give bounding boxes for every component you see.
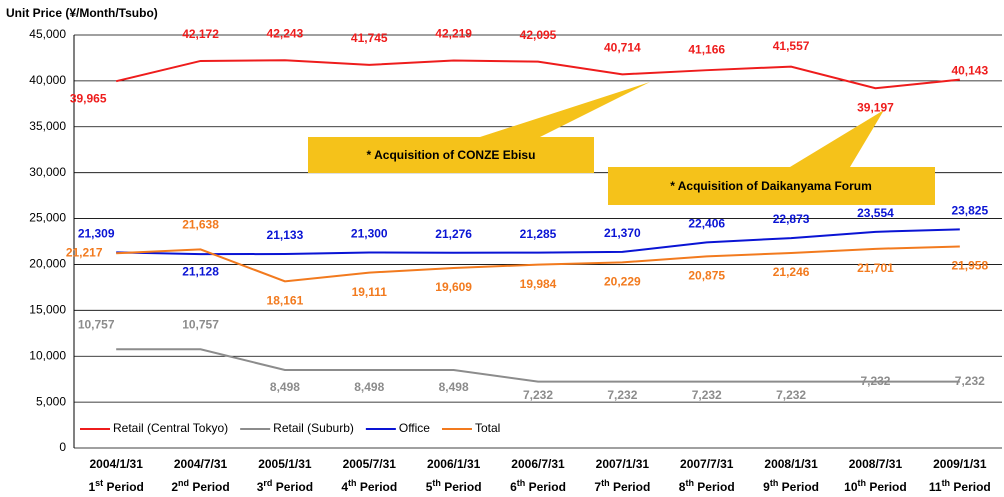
data-label: 19,111 [352,285,388,299]
data-label: 19,609 [435,280,472,294]
data-label: 7,232 [692,388,722,402]
data-label: 21,701 [857,261,894,275]
callout-box [308,137,594,173]
callout-pointer [480,82,650,137]
data-label: 8,498 [270,380,300,394]
line [115,59,960,90]
y-tick-label: 25,000 [29,211,66,225]
x-tick-label: 10th Period [844,478,907,494]
data-label: 42,243 [267,26,304,40]
line [116,245,960,283]
data-label: 7,232 [776,388,806,402]
legend-label: Retail (Suburb) [273,421,354,435]
data-label: 42,219 [435,27,472,41]
data-label: 40,714 [604,41,641,55]
x-tick-label: 4th Period [341,478,397,494]
data-label: 21,133 [267,228,304,242]
x-tick-label: 2006/1/31 [427,457,481,471]
data-label: 8,498 [439,380,469,394]
x-tick-label: 2005/1/31 [258,457,312,471]
data-label: 20,229 [604,275,641,289]
x-tick-label: 2008/7/31 [849,457,903,471]
legend-label: Retail (Central Tokyo) [113,421,228,435]
data-label: 21,309 [78,227,115,241]
data-label: 42,172 [182,27,219,41]
x-tick-label: 2005/7/31 [343,457,397,471]
data-label: 39,965 [70,91,107,105]
data-label: 21,128 [182,264,219,278]
data-label: 41,166 [688,42,725,56]
data-label: 21,370 [604,226,641,240]
x-tick-label: 2008/1/31 [764,457,818,471]
data-label: 41,745 [351,31,388,45]
data-label: 22,406 [688,217,725,231]
legend-label: Office [399,421,430,435]
x-tick-label: 2004/7/31 [174,457,228,471]
data-label: 19,984 [520,277,557,291]
x-tick-label: 11th Period [929,478,991,494]
line [116,348,960,383]
callout-pointer [790,110,884,167]
data-label: 39,197 [857,100,894,114]
data-label: 10,757 [78,317,115,331]
data-label: 21,300 [351,227,388,241]
y-tick-label: 40,000 [29,73,66,87]
callout-box [608,167,935,205]
data-label: 7,232 [955,374,985,388]
legend-label: Total [475,421,500,435]
data-label: 7,232 [607,388,637,402]
data-label: 21,638 [182,218,219,232]
x-tick-label: 2007/7/31 [680,457,734,471]
data-label: 41,557 [773,39,810,53]
x-tick-label: 6th Period [510,478,566,494]
x-tick-label: 2nd Period [171,478,229,494]
data-label: 23,825 [951,204,988,218]
y-tick-label: 0 [59,440,66,454]
data-label: 21,246 [773,265,810,279]
data-label: 22,873 [773,212,810,226]
x-tick-label: 5th Period [426,478,482,494]
x-tick-label: 1st Period [88,478,143,494]
y-tick-label: 20,000 [29,257,66,271]
data-label: 10,757 [182,317,219,331]
data-label: 18,161 [267,293,304,307]
x-tick-label: 2006/7/31 [511,457,565,471]
y-tick-label: 10,000 [29,348,66,362]
y-tick-label: 5,000 [36,394,66,408]
data-label: 21,285 [520,227,557,241]
data-label: 23,554 [857,206,894,220]
x-tick-label: 7th Period [594,478,650,494]
y-tick-label: 35,000 [29,119,66,133]
y-tick-label: 15,000 [29,303,66,317]
line [116,228,960,256]
data-label: 8,498 [354,380,384,394]
x-tick-label: 3rd Period [257,478,313,494]
data-label: 42,095 [520,28,557,42]
data-label: 7,232 [523,388,553,402]
x-tick-label: 2007/1/31 [596,457,650,471]
x-tick-label: 2004/1/31 [89,457,143,471]
annotation: * Acquisition of CONZE Ebisu [367,148,536,162]
data-label: 21,276 [435,227,472,241]
x-tick-label: 8th Period [679,478,735,494]
data-label: 7,232 [860,374,890,388]
data-label: 20,875 [688,269,725,283]
x-tick-label: 2009/1/31 [933,457,987,471]
annotation: * Acquisition of Daikanyama Forum [670,179,872,193]
y-tick-label: 45,000 [29,27,66,41]
data-label: 21,217 [66,245,103,259]
y-tick-label: 30,000 [29,165,66,179]
y-axis-title: Unit Price (¥/Month/Tsubo) [6,6,158,20]
data-label: 21,958 [951,259,988,273]
data-label: 40,143 [951,64,988,78]
x-tick-label: 9th Period [763,478,819,494]
